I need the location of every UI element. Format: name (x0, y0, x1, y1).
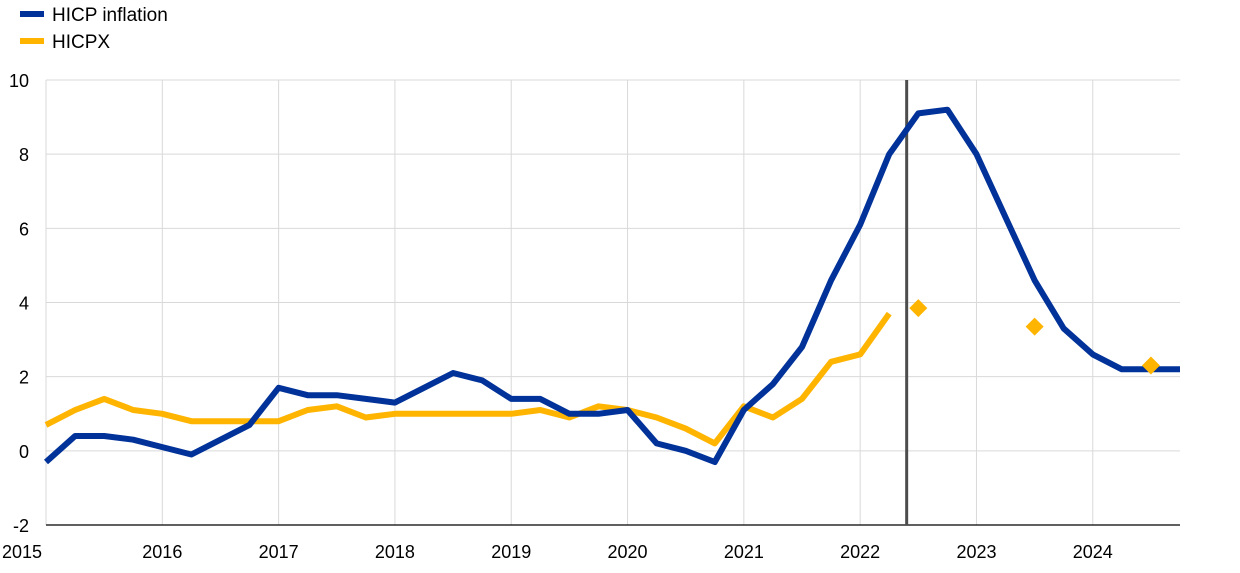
gridlines (45, 79, 1180, 526)
legend-label-hicp: HICP inflation (52, 5, 168, 26)
x-tick-label: 2015 (2, 542, 42, 562)
y-tick-label: 0 (19, 442, 29, 462)
x-tick-label: 2023 (956, 542, 996, 562)
x-tick-label: 2016 (142, 542, 182, 562)
y-tick-label: -2 (13, 516, 29, 536)
x-tick-label: 2022 (840, 542, 880, 562)
x-tick-label: 2024 (1073, 542, 1113, 562)
axes: -2 0 2 4 6 8 10 2015 2016 2017 2018 2019 2020 2021 202… (2, 71, 1180, 562)
y-tick-label: 2 (19, 368, 29, 388)
y-tick-label: 8 (19, 145, 29, 165)
y-tick-label: 6 (19, 219, 29, 239)
series-layer (44, 80, 1181, 525)
legend-label-hicpx: HICPX (52, 32, 110, 53)
x-tick-label: 2017 (259, 542, 299, 562)
x-tick-label: 2020 (608, 542, 648, 562)
hicpx-projection-marker (1025, 317, 1044, 336)
x-tick-label: 2021 (724, 542, 764, 562)
y-tick-label: 10 (9, 71, 29, 91)
legend: HICP inflation HICPX (20, 5, 168, 53)
hicp-inflation-line (44, 106, 1180, 465)
x-tick-label: 2018 (375, 542, 415, 562)
y-tick-label: 4 (19, 294, 29, 314)
x-tick-label: 2019 (491, 542, 531, 562)
hicpx-projection-marker (1141, 356, 1160, 375)
hicpx-projection-marker (909, 299, 928, 318)
